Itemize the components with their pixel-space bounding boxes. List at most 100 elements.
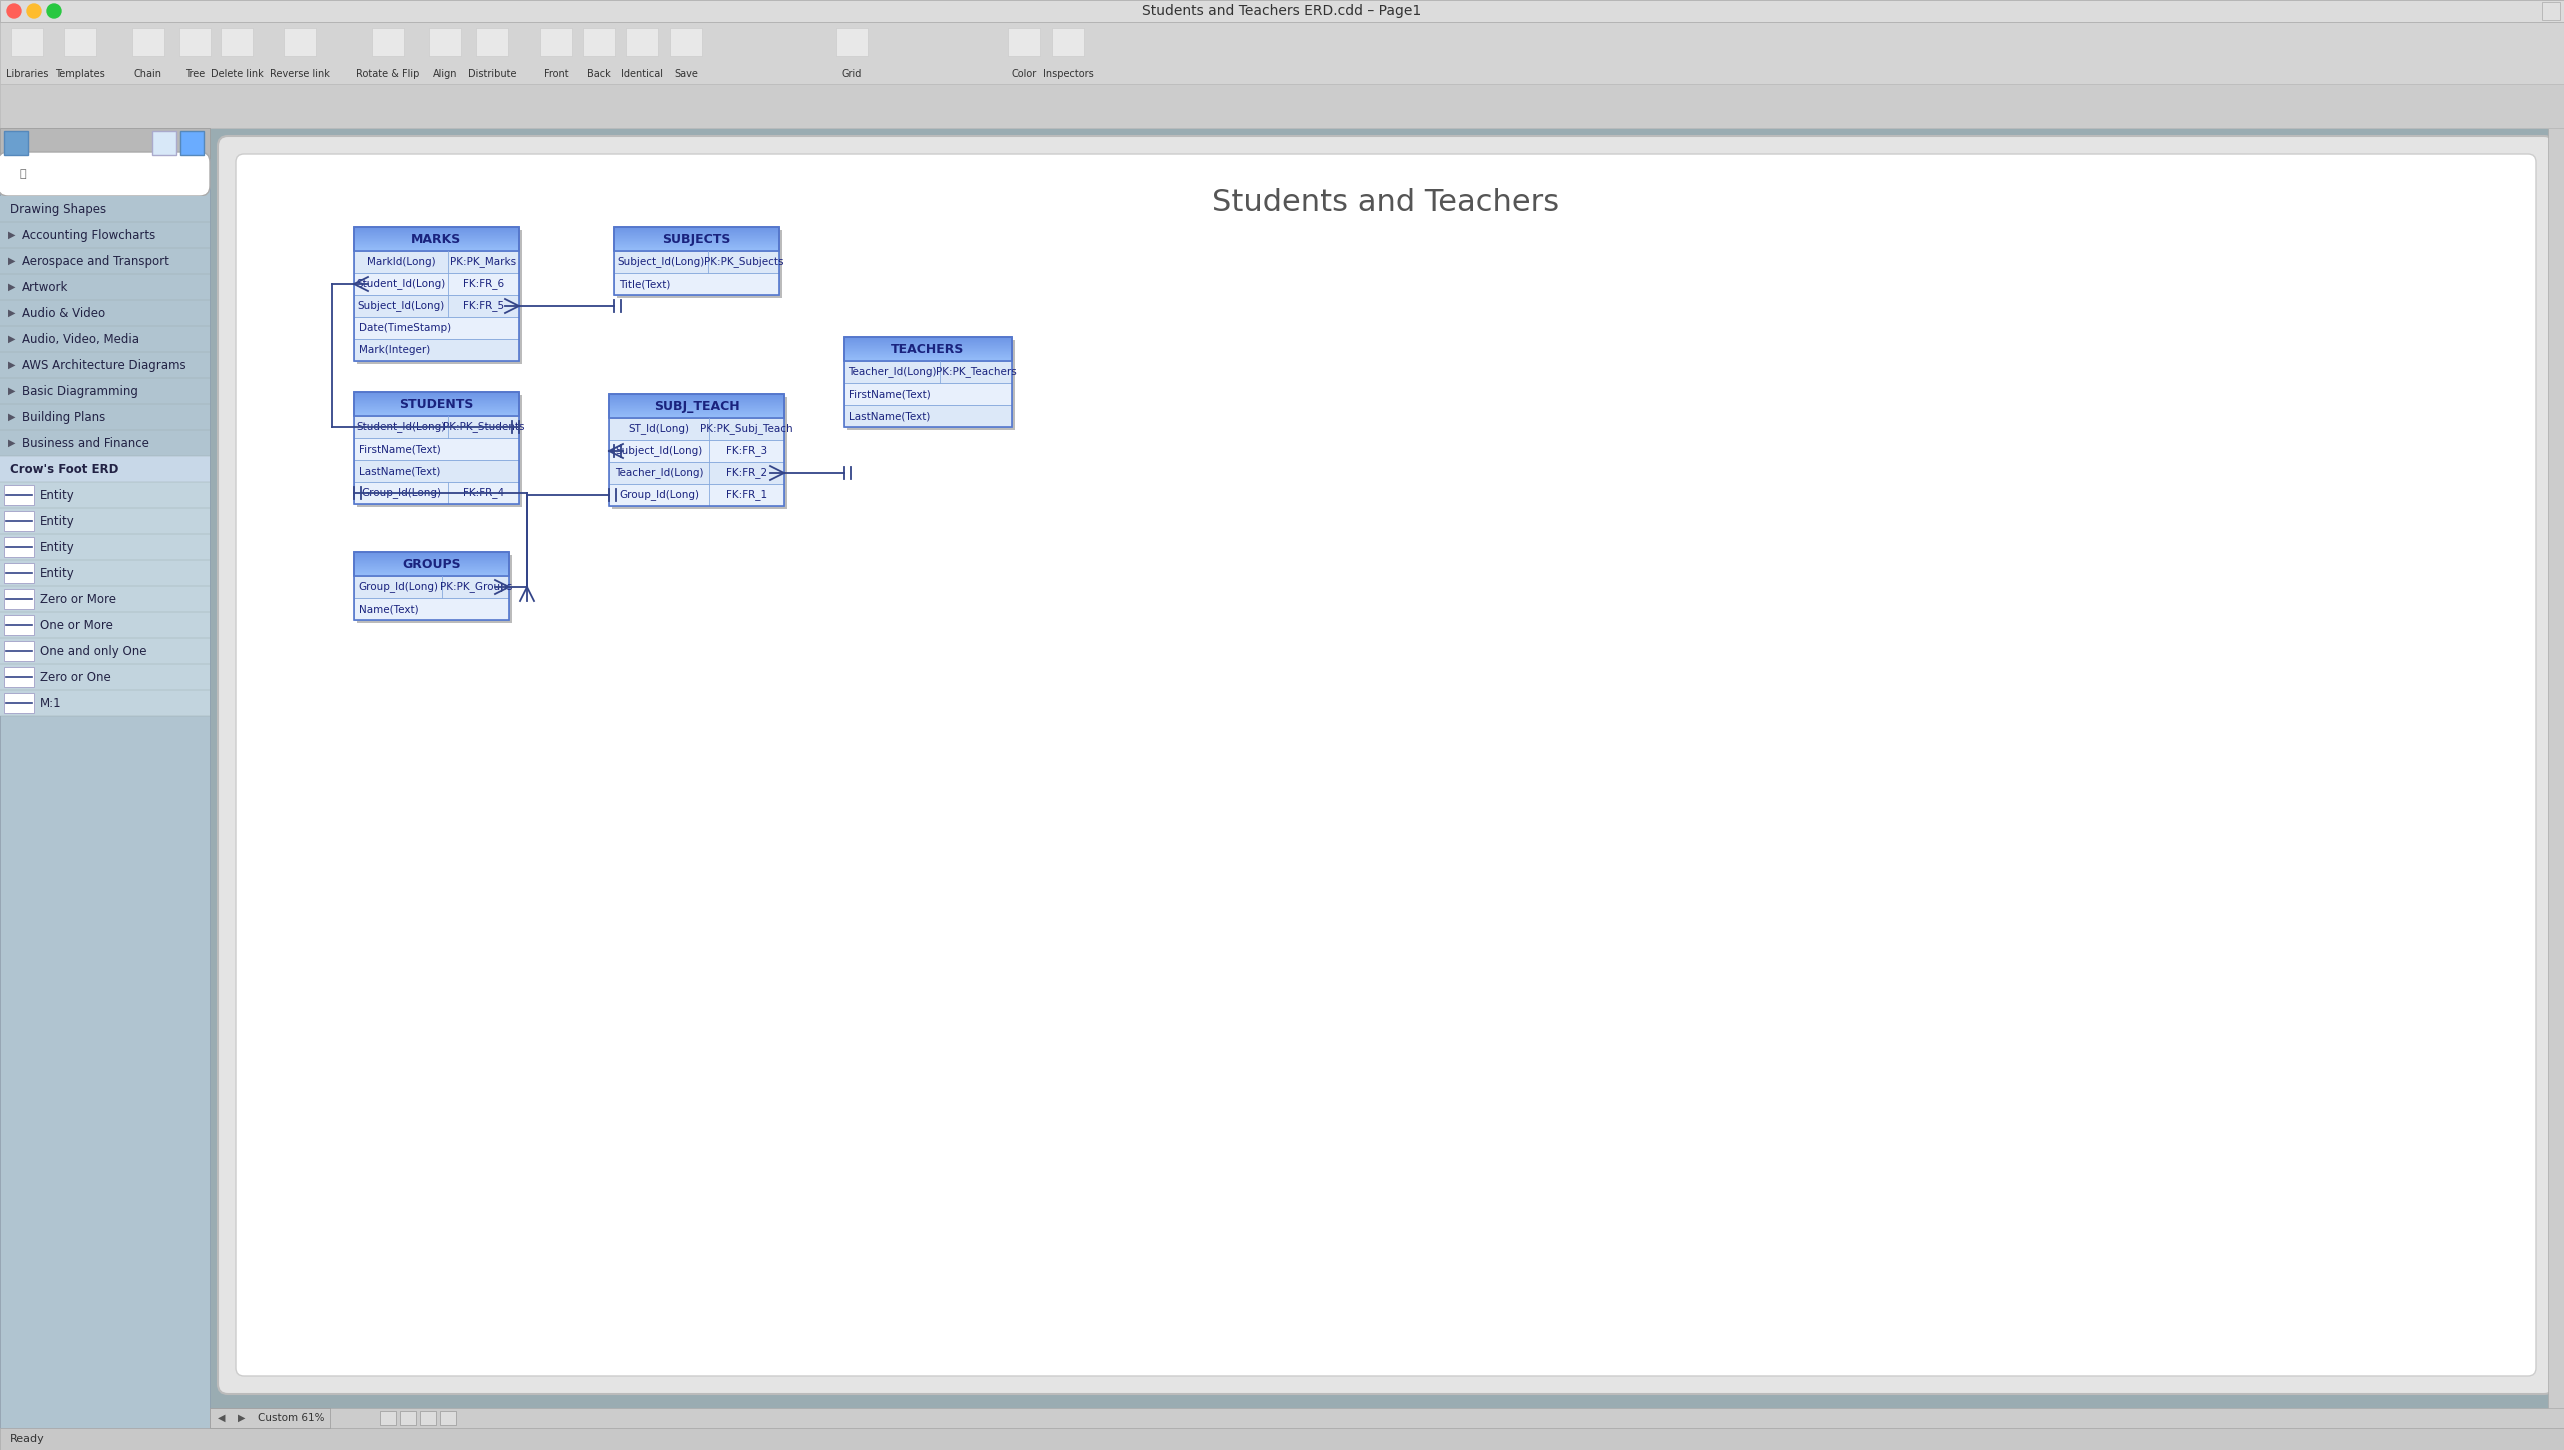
Bar [844, 336, 1013, 361]
Text: Zero or More: Zero or More [41, 593, 115, 606]
Text: PK:PK_Students: PK:PK_Students [444, 422, 523, 432]
Bar [0, 0, 2564, 22]
Bar [354, 552, 510, 621]
Text: FK:FR_5: FK:FR_5 [464, 300, 505, 312]
Bar [354, 576, 510, 597]
Bar [5, 563, 33, 583]
Text: Subject_Id(Long): Subject_Id(Long) [618, 257, 705, 267]
Text: Front: Front [544, 70, 569, 78]
Bar [354, 339, 518, 361]
Bar [610, 484, 785, 506]
Bar [179, 28, 210, 57]
Bar [379, 1411, 395, 1425]
Bar [5, 589, 33, 609]
Text: ST_Id(Long): ST_Id(Long) [628, 423, 690, 435]
Bar [2549, 128, 2564, 1428]
Bar [0, 534, 210, 560]
Text: PK:PK_Groups: PK:PK_Groups [438, 581, 513, 593]
Text: Subject_Id(Long): Subject_Id(Long) [356, 300, 444, 312]
Text: Teacher_Id(Long): Teacher_Id(Long) [615, 467, 703, 479]
Bar [0, 352, 210, 378]
Text: ▶: ▶ [8, 257, 15, 265]
Bar [844, 383, 1013, 405]
Bar [477, 28, 508, 57]
Bar [1008, 28, 1041, 57]
Text: Teacher_Id(Long): Teacher_Id(Long) [849, 367, 936, 377]
Bar [354, 392, 518, 416]
Bar [846, 339, 1015, 431]
Bar [618, 231, 782, 299]
Bar [0, 158, 210, 1428]
Text: Identical: Identical [620, 70, 664, 78]
Text: Chain: Chain [133, 70, 162, 78]
Text: Mark(Integer): Mark(Integer) [359, 345, 431, 355]
Bar [5, 641, 33, 661]
Bar [0, 664, 210, 690]
Bar [613, 397, 787, 509]
Bar [5, 510, 33, 531]
Text: ▶: ▶ [8, 386, 15, 396]
Bar [844, 336, 1013, 426]
Text: Students and Teachers ERD.cdd – Page1: Students and Teachers ERD.cdd – Page1 [1144, 4, 1420, 17]
Text: ▶: ▶ [8, 307, 15, 318]
Text: Basic Diagramming: Basic Diagramming [23, 384, 138, 397]
Bar [0, 431, 210, 455]
Bar [610, 418, 785, 439]
Bar [0, 507, 210, 534]
Bar [210, 128, 2564, 1428]
Text: LastName(Text): LastName(Text) [849, 410, 931, 420]
Circle shape [8, 4, 21, 17]
Bar [0, 248, 210, 274]
Text: Reverse link: Reverse link [269, 70, 331, 78]
Bar [844, 405, 1013, 426]
Bar [5, 536, 33, 557]
Bar [613, 251, 779, 273]
Text: SUBJECTS: SUBJECTS [662, 232, 731, 245]
Text: One and only One: One and only One [41, 644, 146, 657]
Bar [356, 231, 523, 364]
Text: ▶: ▶ [238, 1412, 246, 1422]
Bar [836, 28, 869, 57]
Text: Date(TimeStamp): Date(TimeStamp) [359, 323, 451, 334]
Text: Group_Id(Long): Group_Id(Long) [618, 490, 700, 500]
Text: Student_Id(Long): Student_Id(Long) [356, 278, 446, 290]
Bar [354, 273, 518, 294]
Text: Save: Save [674, 70, 697, 78]
Text: ▶: ▶ [8, 334, 15, 344]
Text: FK:FR_6: FK:FR_6 [464, 278, 505, 290]
Bar [0, 84, 2564, 128]
Bar [0, 300, 210, 326]
Text: ▶: ▶ [8, 412, 15, 422]
Bar [5, 484, 33, 505]
Text: PK:PK_Teachers: PK:PK_Teachers [936, 367, 1015, 377]
Text: ◀: ◀ [218, 1412, 226, 1422]
Text: STUDENTS: STUDENTS [400, 397, 474, 410]
Bar [354, 318, 518, 339]
Bar [610, 463, 785, 484]
Text: TEACHERS: TEACHERS [892, 342, 964, 355]
FancyBboxPatch shape [218, 136, 2554, 1393]
Bar [610, 439, 785, 463]
Text: Aerospace and Transport: Aerospace and Transport [23, 255, 169, 267]
Text: FK:FR_4: FK:FR_4 [464, 487, 505, 499]
Text: Audio, Video, Media: Audio, Video, Media [23, 332, 138, 345]
Bar [428, 28, 462, 57]
Text: One or More: One or More [41, 619, 113, 632]
Text: GROUPS: GROUPS [403, 557, 462, 570]
Text: Align: Align [433, 70, 456, 78]
Text: Templates: Templates [54, 70, 105, 78]
Text: Libraries: Libraries [5, 70, 49, 78]
Bar [844, 361, 1013, 383]
Bar [0, 326, 210, 352]
Bar [441, 1411, 456, 1425]
Bar [210, 1408, 331, 1428]
Bar [613, 228, 779, 294]
Text: FirstName(Text): FirstName(Text) [849, 389, 931, 399]
Bar [0, 560, 210, 586]
Text: Crow's Foot ERD: Crow's Foot ERD [10, 463, 118, 476]
Text: Ready: Ready [10, 1434, 44, 1444]
Bar [131, 28, 164, 57]
Text: MarkId(Long): MarkId(Long) [367, 257, 436, 267]
Text: Rotate & Flip: Rotate & Flip [356, 70, 420, 78]
Bar [0, 638, 210, 664]
